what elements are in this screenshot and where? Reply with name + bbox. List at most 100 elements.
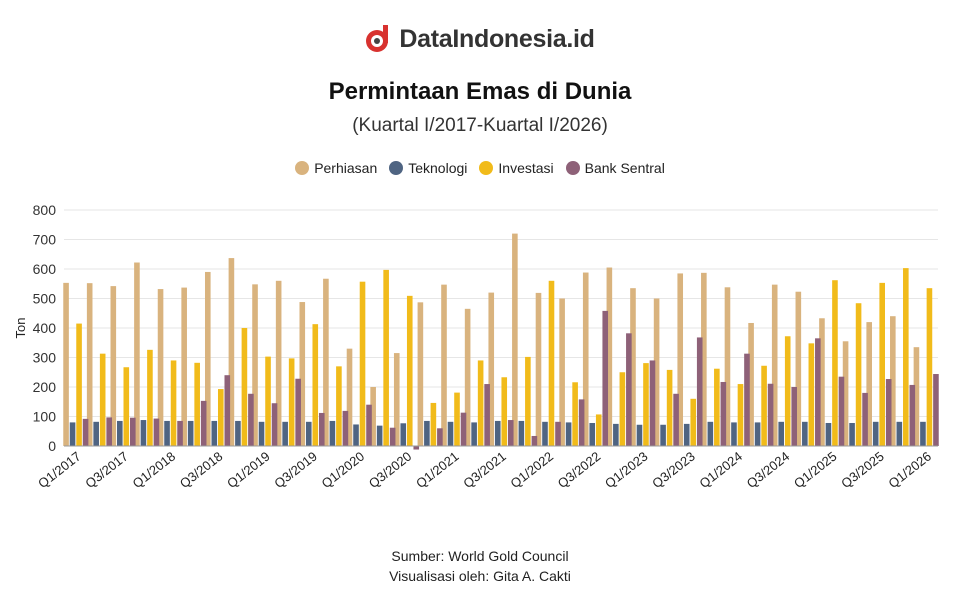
bar-perhiasan	[228, 258, 235, 446]
bar-bank-sentral	[342, 410, 349, 446]
bar-investasi	[99, 353, 106, 446]
bar-perhiasan	[890, 316, 896, 446]
bar-perhiasan	[795, 291, 802, 446]
y-tick-label: 700	[33, 232, 57, 248]
bar-teknologi	[353, 424, 359, 446]
bar-investasi	[194, 362, 200, 446]
bar-bank-sentral	[130, 417, 136, 446]
y-tick-label: 0	[48, 438, 56, 454]
bar-perhiasan	[606, 267, 613, 446]
bar-teknologi	[518, 420, 525, 446]
bar-investasi	[288, 358, 295, 446]
x-tick-label: Q3/2017	[82, 449, 131, 492]
bar-bank-sentral	[106, 417, 112, 446]
bar-investasi	[170, 360, 177, 446]
bar-teknologi	[707, 421, 714, 446]
bar-investasi	[879, 282, 885, 446]
brand-header: DataIndonesia.id	[0, 24, 960, 54]
bar-investasi	[595, 414, 602, 446]
bar-perhiasan	[771, 284, 778, 446]
legend-swatch-teknologi	[389, 161, 404, 175]
bar-investasi	[761, 365, 767, 446]
bar-teknologi	[305, 421, 312, 446]
bar-investasi	[430, 402, 437, 446]
legend-item-bank-sentral[interactable]: Bank Sentral	[565, 160, 665, 176]
y-tick-label: 100	[33, 409, 57, 425]
bar-bank-sentral	[696, 337, 703, 446]
bar-bank-sentral	[82, 418, 89, 446]
bar-teknologi	[849, 422, 855, 446]
bar-investasi	[525, 356, 531, 446]
legend-swatch-investasi	[479, 161, 494, 175]
bar-bank-sentral	[649, 360, 656, 446]
bar-bank-sentral	[933, 374, 939, 446]
y-tick-label: 600	[33, 261, 57, 277]
bar-teknologi	[613, 423, 619, 446]
y-tick-label: 300	[33, 350, 57, 366]
bar-bank-sentral	[862, 392, 868, 446]
bar-investasi	[926, 288, 933, 446]
bar-teknologi	[235, 420, 241, 446]
legend-label-perhiasan: Perhiasan	[314, 160, 378, 176]
legend-item-teknologi[interactable]: Teknologi	[389, 160, 467, 176]
bar-perhiasan	[653, 298, 660, 446]
bar-bank-sentral	[295, 378, 301, 446]
bar-teknologi	[542, 421, 548, 446]
bar-perhiasan	[842, 341, 849, 446]
x-tick-label: Q1/2026	[885, 449, 934, 492]
x-tick-label: Q1/2021	[413, 449, 462, 492]
bar-perhiasan	[913, 347, 920, 446]
bar-perhiasan	[86, 283, 93, 446]
bar-teknologi	[117, 420, 123, 446]
bar-investasi	[501, 377, 508, 446]
x-tick-label: Q3/2025	[838, 449, 887, 492]
bar-perhiasan	[417, 302, 424, 446]
bar-perhiasan	[110, 286, 117, 446]
y-tick-label: 400	[33, 320, 57, 336]
bar-perhiasan	[724, 287, 731, 446]
bar-bank-sentral	[791, 387, 798, 446]
bar-teknologi	[565, 422, 572, 446]
bar-bank-sentral	[815, 338, 821, 446]
bar-teknologi	[69, 422, 76, 446]
bar-teknologi	[754, 422, 761, 446]
bar-teknologi	[471, 422, 477, 446]
bar-investasi	[217, 389, 224, 446]
bar-teknologi	[636, 424, 643, 446]
x-tick-label: Q3/2020	[366, 449, 415, 492]
bar-teknologi	[778, 421, 785, 446]
bar-perhiasan	[299, 302, 306, 446]
bar-investasi	[855, 303, 862, 446]
bar-perhiasan	[346, 348, 353, 446]
bar-teknologi	[920, 421, 926, 446]
bar-investasi	[832, 280, 838, 446]
bar-teknologi	[329, 420, 336, 446]
bar-teknologi	[211, 420, 218, 446]
x-tick-label: Q1/2018	[130, 449, 179, 492]
bar-investasi	[643, 363, 649, 446]
bar-perhiasan	[630, 288, 636, 446]
legend-label-teknologi: Teknologi	[408, 160, 468, 176]
bar-teknologi	[424, 420, 430, 446]
bar-investasi	[690, 398, 697, 446]
bar-teknologi	[400, 423, 407, 446]
y-tick-label: 200	[33, 379, 57, 395]
bar-perhiasan	[157, 289, 164, 446]
bar-investasi	[241, 328, 248, 446]
bar-investasi	[666, 369, 673, 446]
bar-bank-sentral	[177, 420, 183, 446]
bar-perhiasan	[464, 308, 471, 446]
y-tick-label: 500	[33, 291, 57, 307]
bar-investasi	[312, 324, 319, 446]
legend-item-investasi[interactable]: Investasi	[479, 160, 554, 176]
bar-perhiasan	[512, 233, 518, 446]
bar-perhiasan	[275, 280, 282, 446]
legend-item-perhiasan[interactable]: Perhiasan	[295, 160, 377, 176]
bar-bank-sentral	[578, 399, 585, 446]
x-tick-label: Q1/2019	[224, 449, 273, 492]
chart-legend: Perhiasan Teknologi Investasi Bank Sentr…	[0, 160, 960, 176]
bar-teknologi	[164, 420, 170, 446]
bar-investasi	[76, 323, 82, 446]
bar-investasi	[454, 392, 460, 446]
bar-investasi	[808, 343, 815, 446]
